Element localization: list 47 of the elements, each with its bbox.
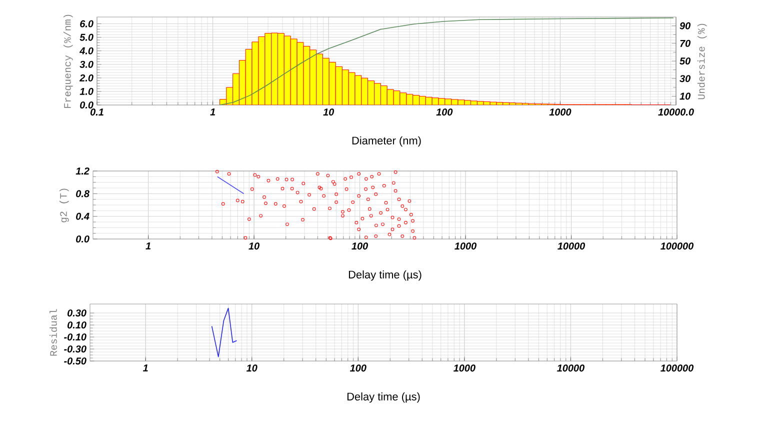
x-tick-label: 10000.0 [658,108,694,116]
y-tick-label: -0.50 [64,357,86,365]
y-tick-label: 0.0 [76,235,90,243]
x-axis-title: Diameter (nm) [352,136,421,147]
x-tick-label: 1000 [549,108,572,116]
x-axis-title: Delay time (µs) [347,392,420,403]
x-tick-label: 10 [246,364,258,372]
y2-tick-label: 30 [680,75,691,82]
y2-axis-title: Undersize (%) [697,24,707,100]
y-tick-label: 6.0 [80,20,94,28]
x-tick-label: 1 [210,108,216,116]
y-axis-title: g2 (T) [60,188,69,222]
x-tick-label: 1 [146,242,151,250]
y-tick-label: -0.10 [64,333,86,341]
x-tick-label: 1000 [454,364,476,372]
y2-tick-label: 50 [680,57,691,65]
y2-tick-label: 70 [680,40,691,47]
y-tick-label: 0.30 [68,309,86,317]
x-tick-label: 10000 [557,364,584,372]
y-tick-label: 0.0 [80,101,94,109]
x-axis-title: Delay time (µs) [348,270,422,281]
y-tick-label: 5.0 [80,34,94,41]
x-tick-label: 10 [323,108,334,116]
x-tick-label: 10000 [558,242,586,250]
y-tick-label: 4.0 [79,47,94,54]
y-tick-label: 3.0 [80,60,94,68]
y-tick-label: 1.2 [76,168,90,174]
x-tick-label: 100 [352,242,368,250]
x-tick-label: 100000 [660,242,694,250]
x-tick-label: 1000 [454,242,477,250]
y-tick-label: 0.10 [68,321,86,329]
y-tick-label: 0.4 [76,212,90,220]
line-series [211,308,238,358]
x-tick-label: 10 [248,242,260,250]
x-tick-label: 100 [350,364,366,372]
y2-tick-label: 10 [680,92,691,100]
x-tick-label: 100000 [660,364,694,372]
y-axis-title: Frequency (%/nm) [64,14,73,108]
y2-tick-label: 90 [680,22,691,30]
x-tick-label: 0.1 [90,108,104,116]
y-tick-label: 2.0 [79,74,94,82]
y-tick-label: -0.30 [64,345,86,353]
y-tick-label: 0.8 [76,190,90,198]
y-axis-title: Residual [50,309,57,356]
x-tick-label: 100 [436,108,453,116]
y-tick-label: 1.0 [80,88,94,95]
x-tick-label: 1 [142,364,148,372]
